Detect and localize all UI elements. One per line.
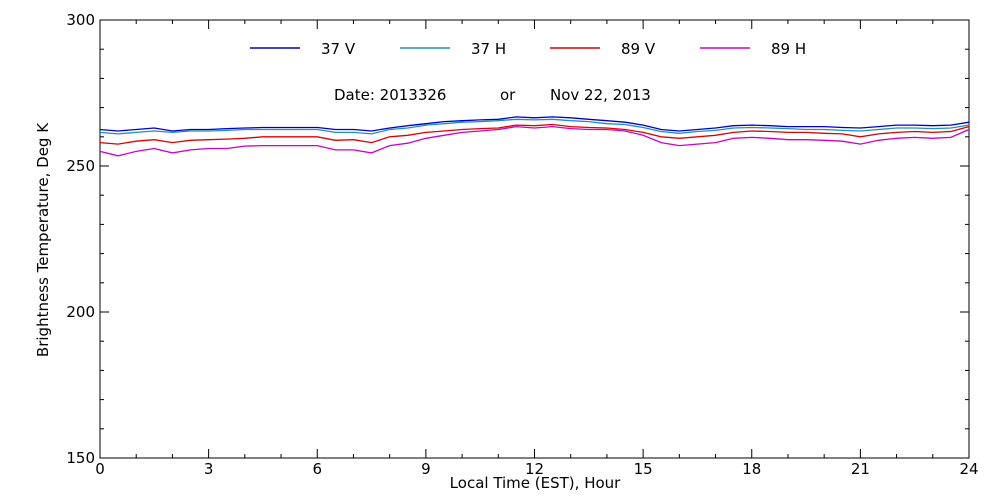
legend-label: 37 V — [321, 40, 356, 58]
series-line-89-h — [99, 125, 970, 157]
series-line-89-v — [99, 123, 970, 145]
series-lines — [99, 116, 970, 157]
x-tick-label: 0 — [95, 460, 105, 478]
date-text: Nov 22, 2013 — [550, 86, 651, 104]
legend-label: 37 H — [471, 40, 506, 58]
x-axis-label: Local Time (EST), Hour — [450, 474, 621, 492]
y-tick-label: 300 — [66, 11, 95, 29]
axis-ticks — [99, 19, 970, 459]
y-tick-label: 150 — [66, 449, 95, 467]
x-tick-label: 6 — [312, 460, 322, 478]
series-line-37-v — [99, 116, 970, 132]
y-tick-label: 200 — [66, 303, 95, 321]
x-tick-label: 21 — [851, 460, 870, 478]
plot-frame — [99, 19, 970, 459]
x-tick-label: 24 — [959, 460, 978, 478]
or-label: or — [500, 86, 516, 104]
series-line-37-h — [99, 118, 970, 135]
legend-label: 89 V — [621, 40, 656, 58]
date-label: Date: 2013326 — [334, 86, 446, 104]
y-axis-label: Brightness Temperature, Deg K — [34, 122, 52, 357]
x-tick-label: 3 — [204, 460, 214, 478]
legend: 37 V 37 H 89 V 89 H — [250, 40, 806, 58]
x-tick-label: 15 — [634, 460, 653, 478]
tick-labels: 0 3 6 9 12 15 18 21 24 150 200 250 300 — [66, 11, 978, 478]
legend-label: 89 H — [771, 40, 806, 58]
x-tick-label: 9 — [421, 460, 431, 478]
x-tick-label: 18 — [742, 460, 761, 478]
x-tick-label: 12 — [525, 460, 544, 478]
y-tick-label: 250 — [66, 157, 95, 175]
